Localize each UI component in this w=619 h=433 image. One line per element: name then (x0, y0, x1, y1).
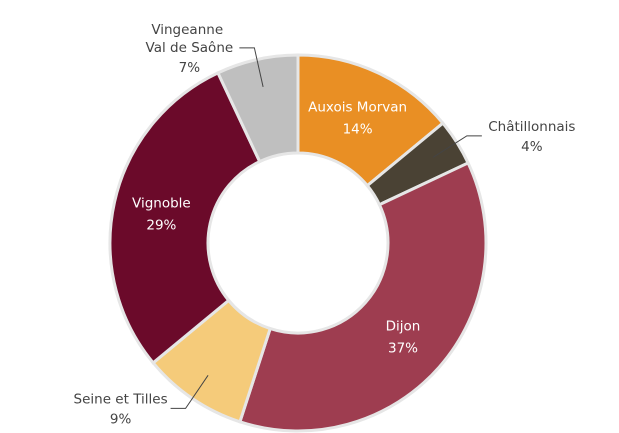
slice-label: 7% (179, 60, 201, 76)
slice (215, 53, 300, 164)
slice-label: 4% (521, 139, 543, 155)
slice-label: Auxois Morvan (308, 99, 407, 115)
leader-line (170, 375, 209, 409)
slice-label: 29% (146, 217, 176, 233)
slice-label: Seine et Tilles (74, 391, 168, 407)
slice-label: Châtillonnais (488, 119, 575, 135)
label-group: Auxois Morvan 14% (308, 99, 407, 137)
slice (108, 70, 262, 365)
leader-line (432, 135, 482, 158)
label-group: Vignoble 29% (132, 195, 191, 233)
slice-label: 14% (343, 121, 373, 137)
label-group: Vingeanne Val de Saône 7% (146, 22, 264, 87)
slice-label: Vingeanne Val de Saône (146, 22, 234, 56)
label-group: Dijon 37% (386, 319, 421, 357)
slice-label: Vignoble (132, 195, 191, 211)
slice-label: 37% (388, 341, 418, 357)
slice-label: 9% (110, 411, 132, 427)
leader-line (239, 47, 264, 87)
slice-label: Dijon (386, 319, 421, 335)
label-group: Châtillonnais 4% (432, 119, 575, 158)
slice (238, 160, 488, 433)
label-group: Seine et Tilles 9% (74, 375, 209, 427)
